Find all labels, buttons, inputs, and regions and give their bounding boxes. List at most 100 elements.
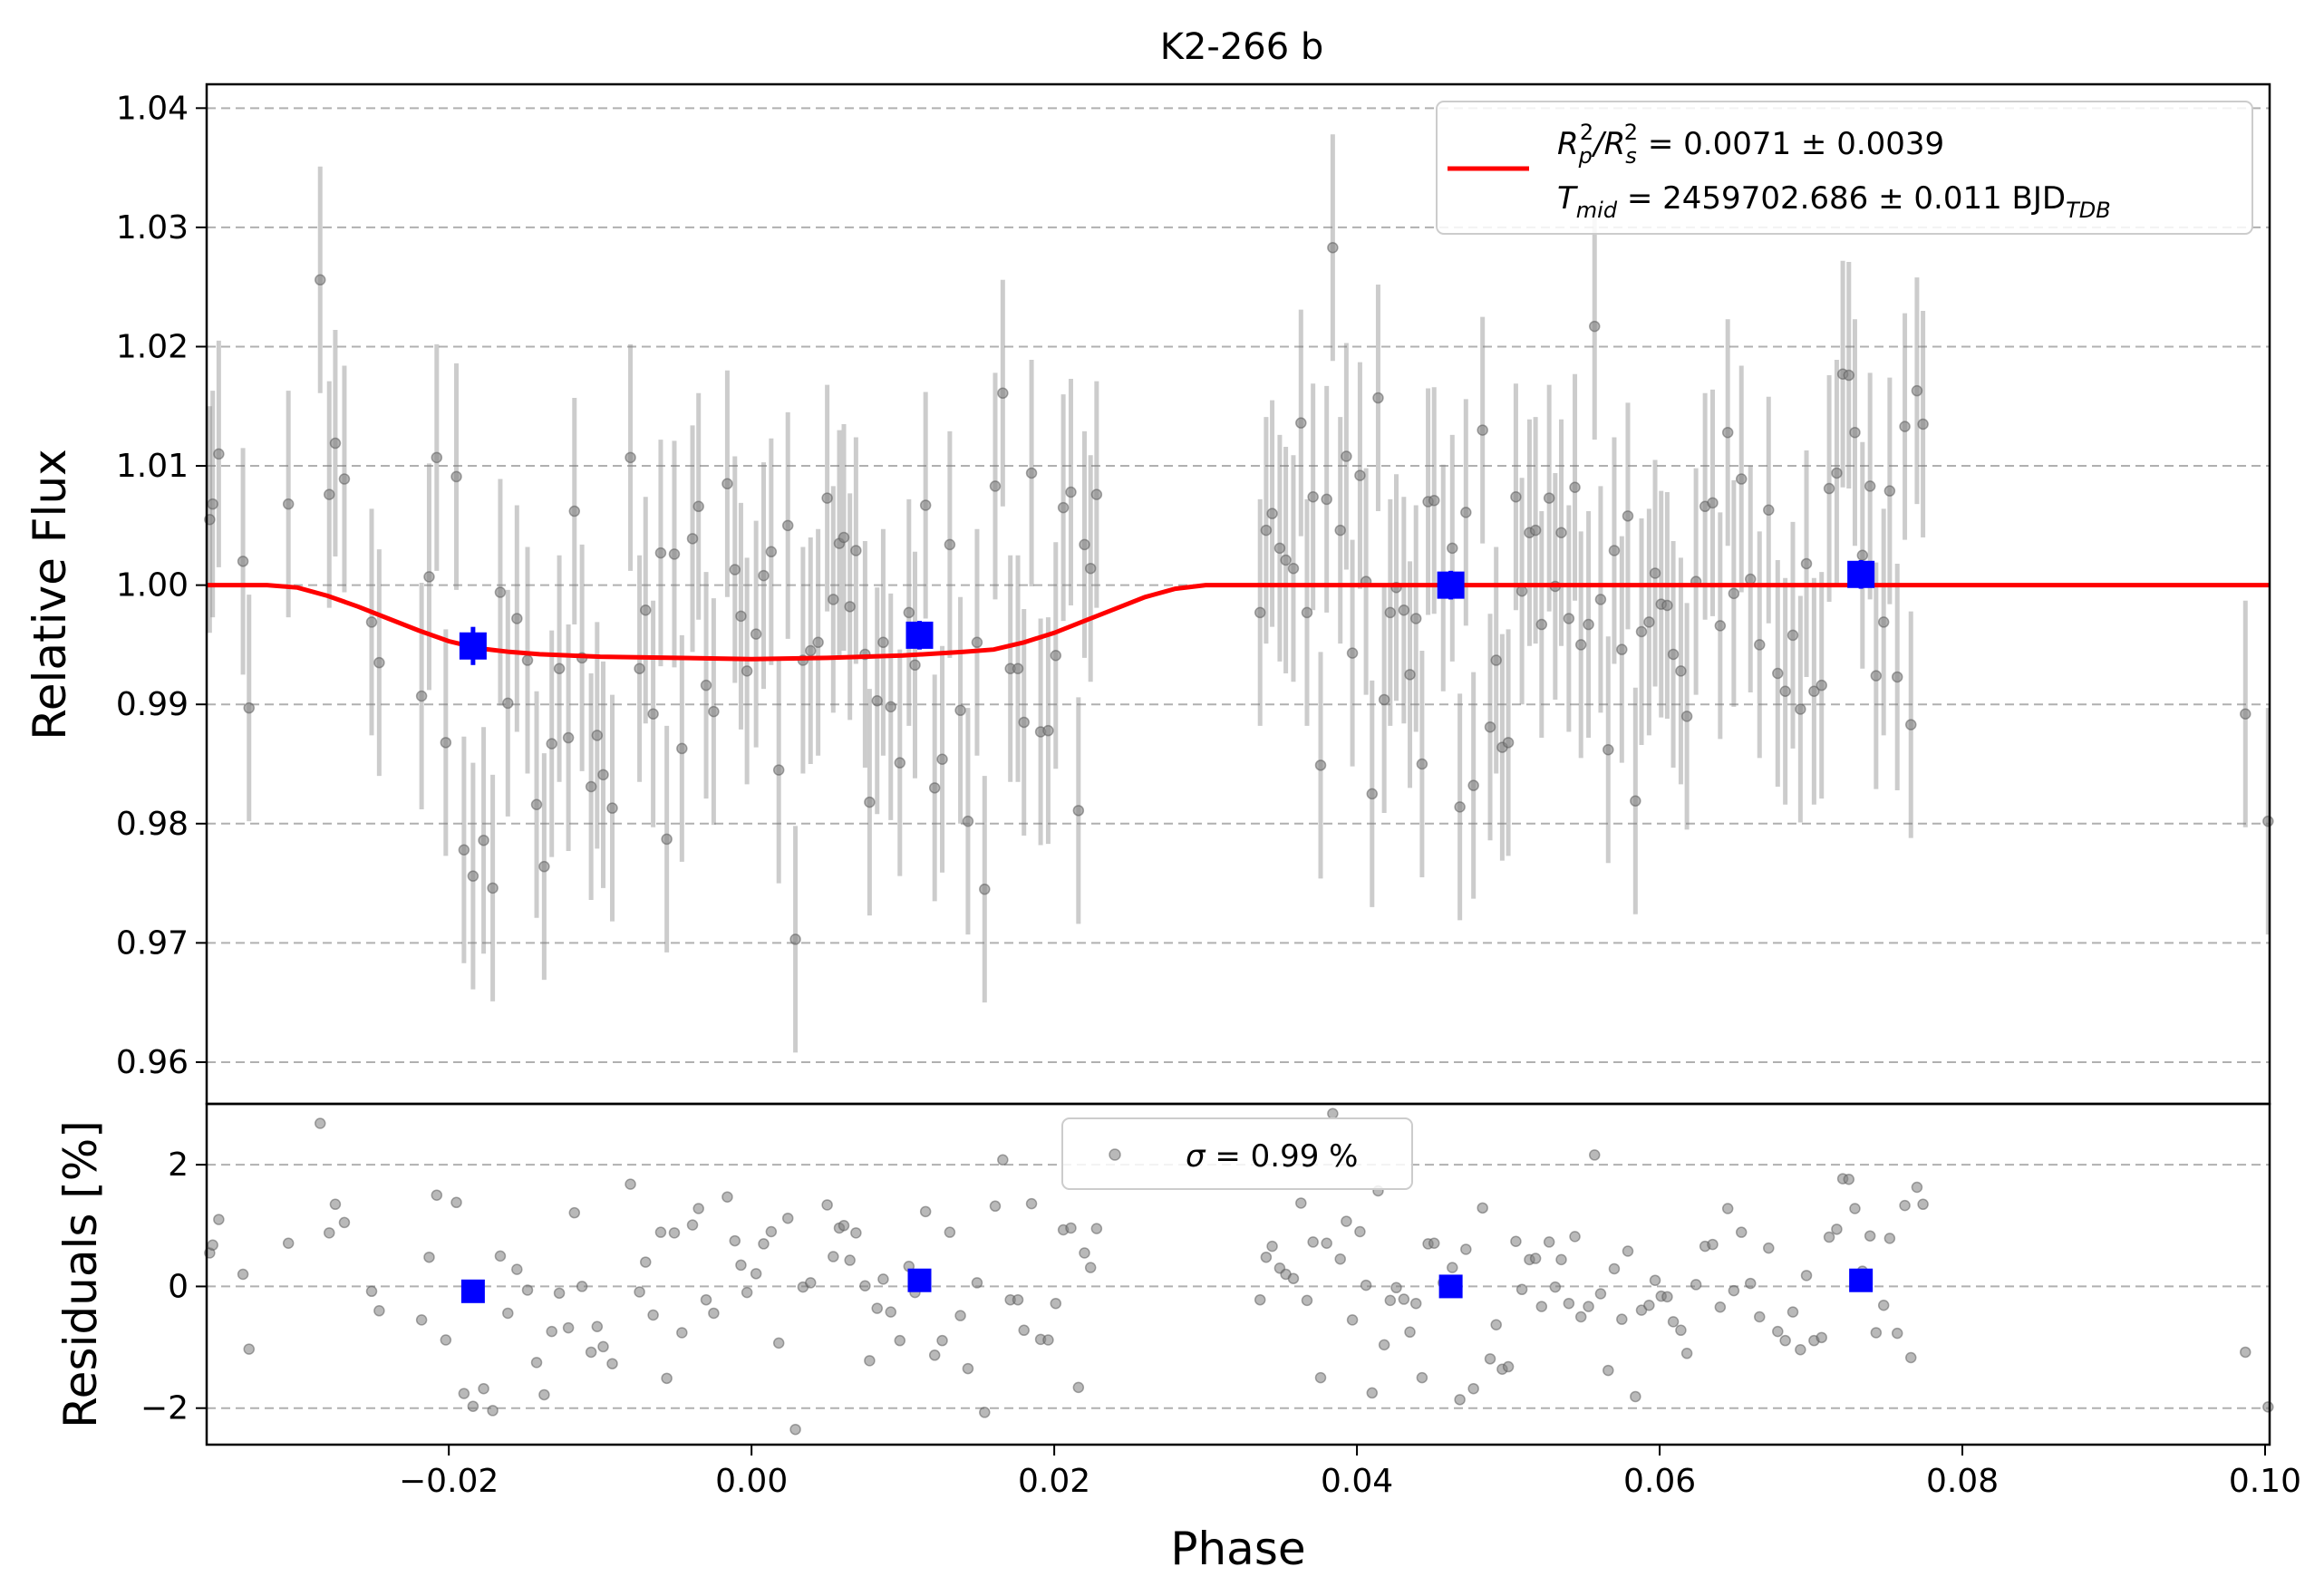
residuals-data-point <box>324 1227 335 1239</box>
flux-data-point <box>944 538 956 551</box>
flux-data-point <box>1416 758 1428 770</box>
flux-y-tick-label: 0.97 <box>116 924 189 962</box>
flux-data-point <box>700 679 712 692</box>
residuals-data-point <box>741 1286 753 1299</box>
residuals-data-point <box>1608 1262 1621 1275</box>
residuals-data-point <box>1630 1390 1641 1403</box>
flux-data-point <box>440 737 452 749</box>
flux-data-point <box>1563 613 1575 624</box>
residuals-data-point <box>1763 1242 1775 1254</box>
flux-data-point <box>1072 805 1085 817</box>
flux-data-point <box>546 738 557 750</box>
flux-data-point <box>909 659 921 672</box>
residuals-data-point <box>894 1334 906 1347</box>
flux-data-point <box>654 547 667 559</box>
flux-data-point <box>1622 510 1634 522</box>
flux-data-point <box>1510 491 1522 503</box>
residuals-data-point <box>1065 1222 1077 1234</box>
flux-data-point <box>1904 719 1917 730</box>
flux-data-point <box>962 815 974 827</box>
residuals-y-ticks: −2 0 2 <box>140 1146 207 1427</box>
residuals-data-point <box>928 1349 941 1361</box>
flux-data-point <box>373 656 385 669</box>
residuals-data-point <box>729 1234 741 1247</box>
residuals-data-point <box>1327 1108 1339 1119</box>
residuals-data-point <box>423 1251 435 1263</box>
flux-data-point <box>1084 562 1097 575</box>
flux-data-point <box>1515 585 1528 597</box>
residuals-data-point <box>1428 1237 1440 1250</box>
flux-data-point <box>1680 711 1693 722</box>
flux-data-point <box>1354 469 1366 481</box>
residuals-data-point <box>1529 1253 1542 1264</box>
flux-data-point <box>1787 629 1799 642</box>
x-axis-ticks: −0.02 0.00 0.02 0.04 0.06 0.08 0.10 <box>399 1445 2301 1500</box>
flux-data-point <box>1372 392 1384 404</box>
flux-data-point <box>692 500 704 513</box>
residuals-data-point <box>1360 1279 1372 1291</box>
flux-data-point <box>781 519 794 532</box>
residuals-data-point <box>828 1251 839 1262</box>
flux-binned-point <box>1847 560 1875 588</box>
residuals-data-point <box>1378 1339 1390 1351</box>
flux-data-point <box>1870 670 1883 682</box>
flux-data-point <box>365 616 378 628</box>
flux-data-point <box>668 548 681 560</box>
flux-data-point <box>789 933 801 945</box>
residuals-data-point <box>962 1362 974 1375</box>
residuals-binned-point <box>1849 1268 1874 1292</box>
flux-data-point <box>1707 497 1719 509</box>
flux-data-point <box>1428 494 1440 507</box>
residuals-data-point <box>1849 1203 1861 1214</box>
flux-data-point <box>1398 605 1410 616</box>
residuals-data-point <box>502 1307 514 1320</box>
flux-data-point <box>1574 639 1587 651</box>
residuals-data-point <box>1341 1215 1352 1227</box>
residuals-data-point <box>781 1212 794 1224</box>
flux-data-point <box>237 556 249 567</box>
residuals-data-point <box>373 1305 385 1317</box>
residuals-data-point <box>954 1310 966 1321</box>
flux-data-point <box>1891 671 1903 683</box>
flux-data-point <box>591 730 604 741</box>
residuals-data-point <box>1675 1324 1687 1337</box>
residuals-data-point <box>1569 1231 1581 1243</box>
residuals-data-point <box>1535 1301 1548 1312</box>
residuals-legend-box <box>1061 1117 1413 1190</box>
flux-data-point <box>568 505 581 517</box>
x-tick-label: 0.02 <box>1018 1463 1090 1500</box>
flux-binned-point <box>1437 571 1465 599</box>
x-tick-label: 0.08 <box>1926 1463 1999 1500</box>
residuals-data-point <box>1911 1181 1923 1194</box>
residuals-data-point <box>365 1285 378 1298</box>
flux-data-point <box>1366 788 1379 800</box>
flux-data-point <box>676 742 688 755</box>
residuals-data-point <box>546 1325 557 1338</box>
flux-data-point <box>1754 639 1766 651</box>
flux-data-point <box>1864 480 1876 492</box>
residuals-raw-points <box>204 1108 2274 1436</box>
flux-data-point <box>1409 613 1422 624</box>
flux-data-point <box>919 499 932 511</box>
residuals-data-point <box>686 1219 699 1231</box>
flux-data-point <box>1384 606 1397 619</box>
residuals-data-point <box>2240 1346 2251 1359</box>
residuals-data-point <box>1543 1236 1555 1248</box>
residuals-data-point <box>859 1280 871 1292</box>
residuals-data-point <box>1667 1316 1680 1328</box>
x-tick-label: 0.06 <box>1623 1463 1696 1500</box>
flux-data-point <box>502 697 514 710</box>
residuals-data-point <box>1616 1313 1628 1325</box>
flux-y-tick-label: 0.96 <box>116 1044 189 1081</box>
residuals-data-point <box>1643 1299 1655 1311</box>
flux-data-point <box>314 274 326 286</box>
residuals-data-point <box>487 1405 499 1417</box>
flux-data-point <box>530 798 543 810</box>
residuals-binned-point <box>460 1279 485 1303</box>
residuals-data-point <box>1502 1360 1515 1373</box>
flux-data-point <box>1057 501 1070 514</box>
residuals-data-point <box>885 1306 897 1318</box>
residuals-data-point <box>1583 1301 1594 1312</box>
residuals-data-point <box>1460 1243 1472 1255</box>
residuals-data-point <box>1314 1371 1327 1384</box>
